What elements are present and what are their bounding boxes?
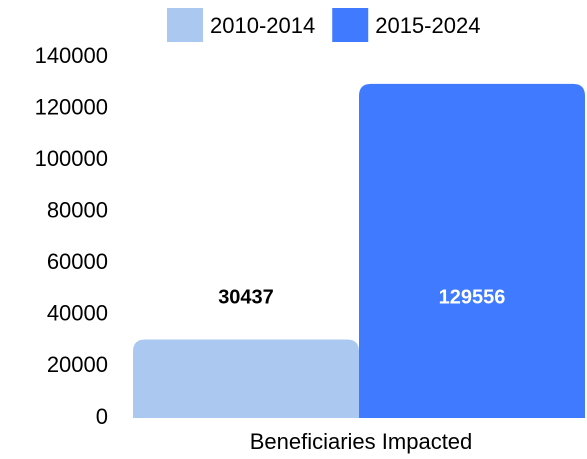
y-tick-label: 140000 [35, 43, 108, 68]
y-tick-label: 120000 [35, 94, 108, 119]
bar [359, 83, 585, 418]
y-tick-label: 40000 [47, 301, 108, 326]
value-label: 30437 [218, 286, 274, 308]
y-tick-label: 0 [96, 404, 108, 429]
legend-label: 2015-2024 [375, 13, 480, 38]
legend-swatch [167, 8, 203, 42]
legend-swatch [332, 8, 369, 42]
bar [133, 339, 359, 418]
y-tick-label: 20000 [47, 352, 108, 377]
legend-label: 2010-2014 [210, 13, 315, 38]
y-tick-label: 80000 [47, 198, 108, 223]
x-tick-label: Beneficiaries Impacted [250, 429, 473, 454]
y-tick-label: 100000 [35, 146, 108, 171]
y-tick-label: 60000 [47, 249, 108, 274]
value-label: 129556 [439, 286, 506, 308]
